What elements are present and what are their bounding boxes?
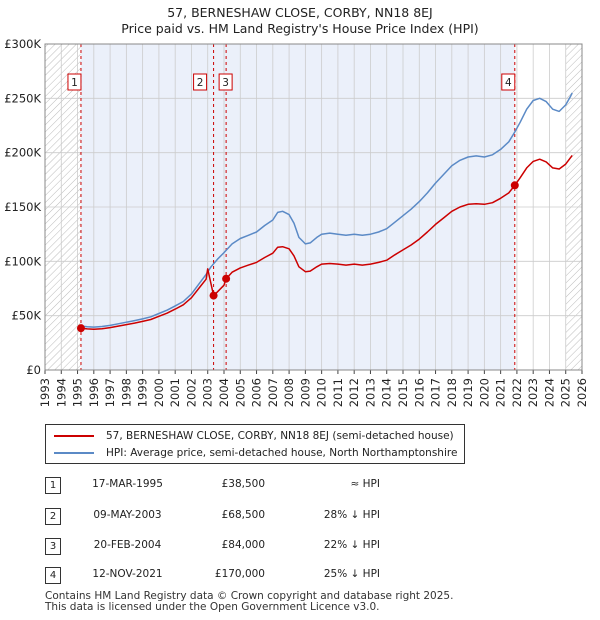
y-tick-label: £100K bbox=[4, 254, 41, 268]
legend-item-property: 57, BERNESHAW CLOSE, CORBY, NN18 8EJ (se… bbox=[54, 428, 454, 444]
x-tick-label: 1996 bbox=[87, 378, 101, 407]
x-tick-label: 1997 bbox=[103, 378, 117, 407]
x-tick-label: 2006 bbox=[250, 378, 264, 407]
sale-number-box bbox=[67, 73, 82, 91]
transaction-date: 20-FEB-2004 bbox=[93, 539, 162, 551]
transaction-hpi-relation: 28% ↓ HPI bbox=[323, 509, 380, 521]
footer-attribution: Contains HM Land Registry data © Crown c… bbox=[45, 591, 453, 613]
y-tick-label: £150K bbox=[4, 200, 41, 214]
chart-subtitle: Price paid vs. HM Land Registry's House … bbox=[121, 21, 479, 36]
y-tick-label: £300K bbox=[4, 37, 41, 51]
sale-number-label: 4 bbox=[505, 77, 512, 89]
x-tick-label: 2004 bbox=[217, 378, 231, 407]
sale-point bbox=[510, 181, 519, 190]
x-tick-label: 2014 bbox=[380, 378, 394, 407]
legend-label-hpi: HPI: Average price, semi-detached house,… bbox=[106, 447, 458, 459]
x-tick-label: 1998 bbox=[119, 378, 133, 407]
chart-title: 57, BERNESHAW CLOSE, CORBY, NN18 8EJ bbox=[167, 5, 433, 20]
property-series-line bbox=[80, 154, 573, 331]
sale-number-label: 2 bbox=[197, 77, 204, 89]
sale-number-label: 3 bbox=[222, 77, 229, 89]
x-tick-label: 2001 bbox=[168, 378, 182, 407]
sale-point bbox=[222, 274, 231, 283]
transaction-number: 1 bbox=[45, 477, 61, 494]
x-tick-label: 2020 bbox=[477, 378, 491, 407]
sale-point bbox=[76, 324, 85, 333]
transaction-number: 3 bbox=[45, 538, 61, 555]
transaction-number: 2 bbox=[45, 508, 61, 525]
sale-number-box bbox=[218, 73, 233, 91]
transaction-row: 3 20-FEB-2004 £84,000 22% ↓ HPI bbox=[45, 538, 585, 556]
price-chart: 1 2 3 4 £0 £50K £100K £150K £200K £250K £300K 1993… bbox=[4, 37, 589, 407]
transaction-row: 1 17-MAR-1995 £38,500 ≈ HPI bbox=[45, 477, 585, 495]
transaction-price: £84,000 bbox=[221, 539, 265, 551]
x-tick-label: 2003 bbox=[201, 378, 215, 407]
x-tick-label: 2009 bbox=[298, 378, 312, 407]
x-tick-label: 2022 bbox=[510, 378, 524, 407]
x-tick-label: 2017 bbox=[429, 378, 443, 407]
x-tick-label: 2024 bbox=[542, 378, 556, 407]
y-tick-label: £200K bbox=[4, 146, 41, 160]
y-tick-label: £0 bbox=[26, 363, 41, 377]
x-tick-label: 2025 bbox=[559, 378, 573, 407]
transaction-hpi-relation: 22% ↓ HPI bbox=[323, 539, 380, 551]
y-tick-label: £250K bbox=[4, 91, 41, 105]
transaction-row: 4 12-NOV-2021 £170,000 25% ↓ HPI bbox=[45, 567, 585, 585]
transaction-hpi-relation: 25% ↓ HPI bbox=[323, 568, 380, 580]
footer-line-2: This data is licensed under the Open Gov… bbox=[45, 601, 380, 613]
x-tick-label: 2021 bbox=[494, 378, 508, 407]
x-tick-label: 1994 bbox=[54, 378, 68, 407]
footer-line-1: Contains HM Land Registry data © Crown c… bbox=[45, 590, 454, 602]
x-tick-label: 2019 bbox=[461, 378, 475, 407]
transaction-price: £38,500 bbox=[221, 478, 265, 490]
x-tick-label: 2007 bbox=[266, 378, 280, 407]
y-tick-label: £50K bbox=[12, 309, 42, 323]
x-tick-label: 2012 bbox=[347, 378, 361, 407]
x-tick-label: 2008 bbox=[282, 378, 296, 407]
x-tick-label: 1995 bbox=[71, 378, 85, 407]
transaction-row: 2 09-MAY-2003 £68,500 28% ↓ HPI bbox=[45, 508, 585, 526]
plot-frame bbox=[44, 43, 583, 371]
transaction-number: 4 bbox=[45, 567, 61, 584]
transaction-hpi-relation: ≈ HPI bbox=[350, 478, 380, 490]
sale-point bbox=[209, 291, 218, 300]
x-tick-label: 2015 bbox=[396, 378, 410, 407]
transaction-date: 12-NOV-2021 bbox=[92, 568, 163, 580]
legend-label-property: 57, BERNESHAW CLOSE, CORBY, NN18 8EJ (se… bbox=[106, 430, 454, 442]
x-tick-label: 2023 bbox=[526, 378, 540, 407]
x-tick-label: 2002 bbox=[184, 378, 198, 407]
transaction-date: 17-MAR-1995 bbox=[92, 478, 163, 490]
hpi-series-line bbox=[80, 92, 573, 328]
x-tick-label: 2011 bbox=[331, 378, 345, 407]
x-tick-label: 2026 bbox=[575, 378, 589, 407]
transaction-price: £170,000 bbox=[214, 568, 265, 580]
legend: 57, BERNESHAW CLOSE, CORBY, NN18 8EJ (se… bbox=[45, 424, 465, 464]
legend-item-hpi: HPI: Average price, semi-detached house,… bbox=[54, 445, 457, 461]
x-tick-label: 2013 bbox=[363, 378, 377, 407]
x-tick-label: 1993 bbox=[38, 378, 52, 407]
transaction-price: £68,500 bbox=[221, 509, 265, 521]
sale-number-box bbox=[501, 73, 516, 91]
x-tick-label: 2000 bbox=[152, 378, 166, 407]
legend-swatch-hpi bbox=[54, 452, 94, 454]
sale-number-label: 1 bbox=[71, 77, 78, 89]
x-tick-label: 2018 bbox=[445, 378, 459, 407]
transaction-date: 09-MAY-2003 bbox=[93, 509, 162, 521]
x-tick-label: 2016 bbox=[412, 378, 426, 407]
x-tick-label: 2005 bbox=[233, 378, 247, 407]
x-tick-label: 2010 bbox=[315, 378, 329, 407]
sale-number-box bbox=[193, 73, 208, 91]
legend-swatch-property bbox=[54, 435, 94, 437]
x-tick-label: 1999 bbox=[136, 378, 150, 407]
